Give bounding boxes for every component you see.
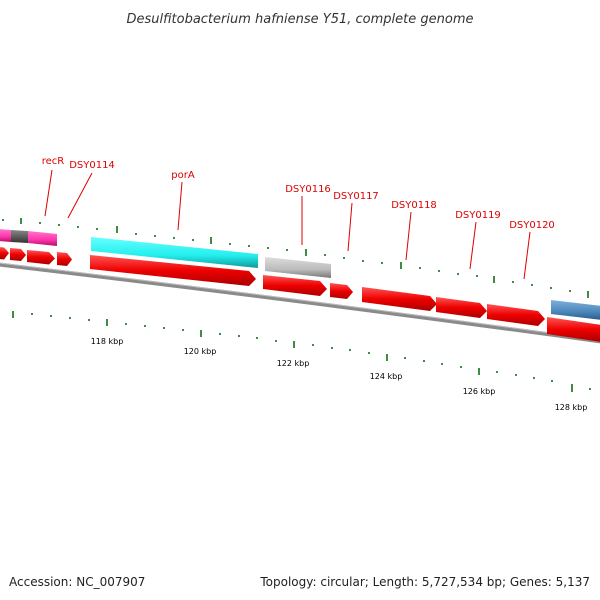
scale-label: 126 kbp (463, 387, 496, 396)
map-title: Desulfitobacterium hafniense Y51, comple… (126, 12, 473, 27)
gene-label-dsy0117[interactable]: DSY0117 (333, 191, 379, 202)
cds-arrow[interactable] (10, 248, 26, 261)
gene-label-leaders (44, 169, 531, 280)
scale-label: 122 kbp (277, 359, 310, 368)
cds-arrow[interactable] (487, 304, 545, 326)
accession-text: Accession: NC_007907 (9, 575, 145, 589)
feature-blue[interactable] (551, 300, 600, 320)
cds-arrow[interactable] (362, 287, 437, 311)
cds-arrow[interactable] (263, 275, 327, 296)
gene-label-recr[interactable]: recR (42, 156, 65, 167)
feature-magenta-1[interactable] (0, 229, 11, 242)
cds-arrow[interactable] (0, 247, 9, 260)
genome-summary-text: Topology: circular; Length: 5,727,534 bp… (259, 575, 590, 589)
genome-backbone (0, 262, 600, 344)
genome-backbone-highlight (0, 262, 600, 341)
feature-cyan-pora[interactable] (91, 237, 258, 268)
cds-arrow[interactable] (436, 297, 487, 318)
cds-arrow[interactable] (57, 252, 72, 266)
gene-label-pora[interactable]: porA (171, 170, 195, 181)
top-strand-features (0, 229, 600, 320)
feature-gray[interactable] (265, 257, 331, 278)
gene-labels: recR DSY0114 porA DSY0116 DSY0117 DSY011… (42, 156, 555, 231)
gene-label-dsy0118[interactable]: DSY0118 (391, 200, 437, 211)
feature-magenta-2[interactable] (28, 231, 57, 246)
scale-label: 128 kbp (555, 403, 588, 412)
cds-arrow[interactable] (547, 317, 600, 342)
scale-label: 124 kbp (370, 372, 403, 381)
cds-arrow[interactable] (90, 255, 256, 286)
gene-label-dsy0119[interactable]: DSY0119 (455, 210, 501, 221)
gene-label-dsy0120[interactable]: DSY0120 (509, 220, 555, 231)
gene-label-dsy0114[interactable]: DSY0114 (69, 160, 115, 171)
lower-tick-row (12, 311, 591, 392)
gene-label-dsy0116[interactable]: DSY0116 (285, 184, 331, 195)
scale-label: 118 kbp (91, 337, 124, 346)
feature-dark-gray[interactable] (11, 230, 28, 243)
upper-tick-row (2, 218, 589, 298)
scale-label: 120 kbp (184, 347, 217, 356)
cds-arrows (0, 247, 600, 342)
scale-labels: 118 kbp 120 kbp 122 kbp 124 kbp 126 kbp … (91, 337, 588, 412)
cds-arrow[interactable] (330, 283, 353, 299)
cds-arrow[interactable] (27, 250, 55, 265)
